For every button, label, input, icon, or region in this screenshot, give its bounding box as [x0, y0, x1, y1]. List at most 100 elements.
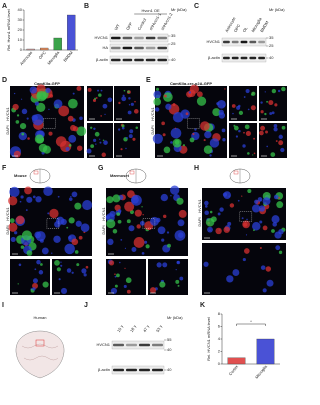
cell — [250, 105, 256, 111]
cell — [219, 207, 224, 212]
cell — [281, 125, 286, 130]
cell — [270, 152, 276, 157]
cell — [124, 247, 127, 249]
cell — [271, 229, 275, 233]
cell — [275, 140, 278, 143]
panel-title: Mouse — [14, 173, 27, 178]
zoom-box — [142, 218, 156, 229]
cell — [273, 124, 278, 128]
cell — [68, 143, 72, 147]
annotation: * — [250, 319, 252, 324]
cell — [107, 97, 113, 103]
panel-letter: F — [2, 165, 7, 172]
panel-letter: A — [2, 3, 7, 10]
cell — [26, 117, 29, 120]
cell — [244, 248, 250, 254]
cell — [162, 133, 166, 137]
cell — [122, 94, 125, 97]
cell — [266, 100, 269, 103]
blot-band — [231, 56, 239, 60]
brain-outline — [15, 330, 65, 379]
cell — [56, 267, 61, 272]
cell — [243, 222, 248, 227]
cell — [100, 89, 103, 92]
blot-band — [152, 343, 163, 347]
blot-band — [134, 46, 144, 50]
cell — [54, 260, 60, 266]
cell — [278, 196, 281, 199]
cell — [90, 144, 95, 149]
cell — [131, 247, 137, 252]
x-tick-label: OPC — [37, 50, 46, 60]
cell — [271, 111, 275, 115]
cell — [118, 101, 121, 105]
channel-label: DAPI — [5, 225, 10, 234]
lane-label: 18 y — [129, 324, 137, 333]
blot-band — [223, 40, 230, 44]
cell — [131, 195, 139, 204]
cell — [232, 112, 234, 115]
cell — [203, 145, 213, 154]
cell — [189, 137, 195, 143]
cell — [265, 266, 272, 272]
marker-label: 25 — [269, 43, 274, 48]
cell — [204, 205, 208, 208]
cell — [229, 203, 235, 208]
cell — [278, 250, 283, 255]
cell — [222, 105, 225, 107]
channel-label: DAPI — [5, 125, 10, 134]
cell — [231, 104, 236, 108]
cell — [246, 218, 248, 221]
blot-band — [240, 40, 248, 44]
cell — [56, 216, 65, 225]
cell — [262, 225, 268, 231]
y-tick-label: 30 — [18, 17, 23, 22]
cell — [58, 105, 70, 117]
cell — [226, 275, 234, 283]
cell — [32, 278, 38, 284]
cell — [117, 209, 122, 213]
row-label: HVCN1 — [94, 35, 108, 40]
cell — [41, 247, 49, 255]
zoom-box — [239, 211, 253, 222]
cell — [247, 152, 250, 155]
cell — [276, 201, 284, 209]
cell — [97, 89, 100, 92]
cell — [124, 201, 135, 212]
cell — [215, 227, 222, 235]
blot-band — [126, 343, 137, 347]
cell — [120, 239, 123, 241]
cell — [241, 217, 244, 220]
cell — [10, 236, 16, 243]
blot-band — [240, 56, 248, 60]
cell — [20, 245, 25, 249]
brain-gyri — [21, 343, 59, 361]
cell — [34, 231, 42, 239]
panel-letter: H — [194, 165, 199, 172]
cell — [130, 102, 134, 106]
cell — [68, 217, 75, 224]
cell — [237, 199, 240, 202]
blot-band — [139, 368, 150, 372]
blot-strip — [111, 340, 165, 350]
panel-letter: D — [2, 77, 7, 84]
cell — [175, 269, 177, 271]
cell — [194, 128, 197, 131]
panel-letter: K — [200, 302, 205, 309]
cell — [93, 127, 96, 130]
cell — [161, 238, 165, 242]
cell — [177, 284, 180, 287]
cell — [55, 136, 67, 147]
cell — [125, 136, 128, 140]
y-tick-label: 8 — [218, 311, 221, 316]
micrograph — [114, 86, 140, 121]
cell — [25, 209, 28, 211]
cell — [142, 214, 144, 216]
lane-label: OPC — [233, 23, 242, 33]
cell — [245, 88, 250, 94]
blot-band — [258, 56, 265, 60]
cell — [166, 231, 170, 234]
cell — [253, 152, 256, 155]
cell — [227, 221, 232, 226]
